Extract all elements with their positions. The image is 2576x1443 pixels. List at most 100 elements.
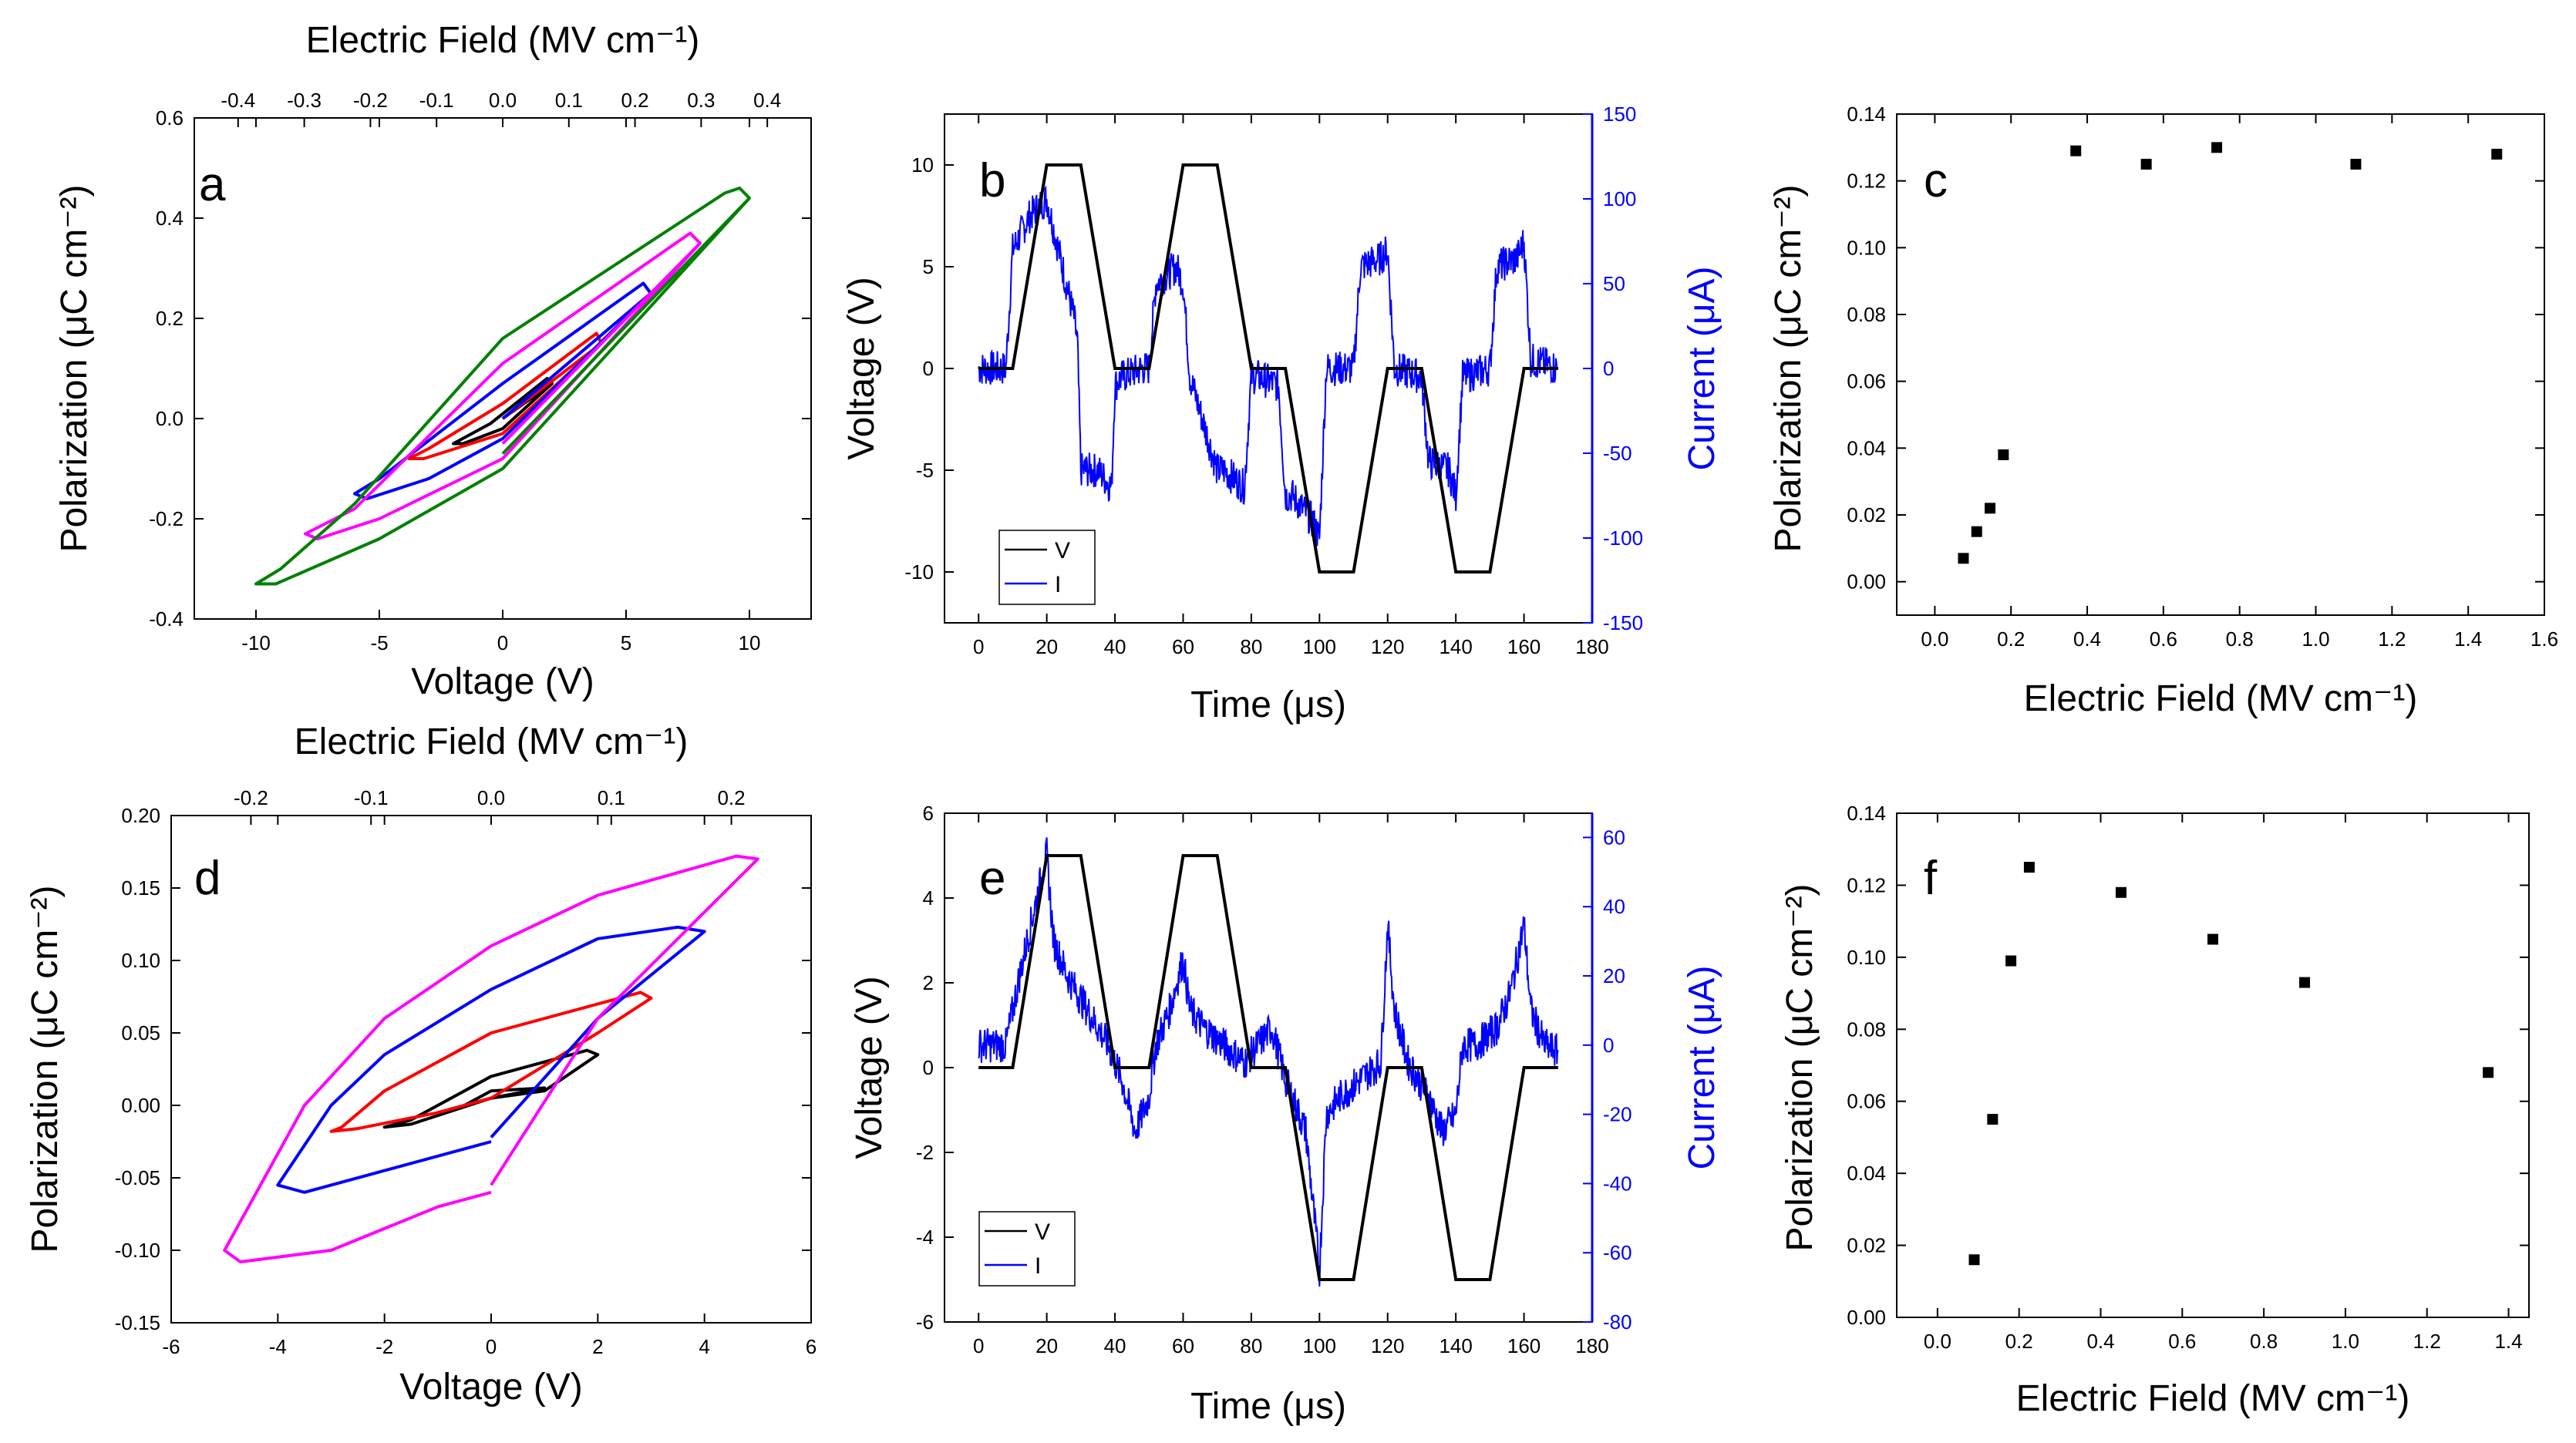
panel-c-frame bbox=[1896, 113, 2545, 616]
panel-c-point bbox=[1998, 449, 2009, 460]
panel-f-xtick-label: 1.0 bbox=[2332, 1330, 2359, 1353]
panel-c-xtick-label: 0.2 bbox=[1997, 627, 2025, 651]
panel-d-top-label: Electric Field (MV cm⁻¹) bbox=[295, 722, 689, 762]
panel-b-y2tick-label: -50 bbox=[1603, 442, 1632, 465]
panel-e-label: e bbox=[979, 852, 1005, 905]
panel-b-y2tick-label: 150 bbox=[1603, 103, 1636, 126]
panel-f-point bbox=[2483, 1067, 2494, 1078]
panel-f-xtick-label: 0.8 bbox=[2250, 1330, 2278, 1353]
panel-b-xtick-label: 180 bbox=[1575, 635, 1608, 658]
panel-c-point bbox=[2070, 145, 2082, 156]
panel-b-ylabel: Voltage (V) bbox=[841, 277, 882, 459]
panel-a-toptick-label: -0.1 bbox=[419, 89, 454, 112]
panel-a-xtick-label: 5 bbox=[621, 631, 631, 654]
panel-c-ytick-label: 0.06 bbox=[1847, 370, 1886, 393]
panel-f-marks bbox=[1968, 862, 2494, 1266]
panel-c-ytick-label: 0.04 bbox=[1847, 436, 1886, 459]
panel-d-xtick-label: 2 bbox=[592, 1335, 603, 1358]
panel-c-ylabel: Polarization (μC cm⁻²) bbox=[1768, 184, 1809, 552]
panel-e-xlabel: Time (μs) bbox=[1190, 1386, 1346, 1427]
panel-c-point bbox=[2350, 159, 2362, 170]
panel-e-legend-label-v: V bbox=[1035, 1219, 1050, 1245]
panel-a-xtick-label: 10 bbox=[739, 631, 761, 654]
panel-a-toptick-label: 0.3 bbox=[687, 89, 715, 112]
panel-a-ytick-label: 0.0 bbox=[156, 407, 184, 430]
panel-c-ytick-label: 0.08 bbox=[1847, 303, 1886, 326]
panel-a-loop-6v bbox=[353, 281, 652, 500]
panel-d: d Voltage (V) Electric Field (MV cm⁻¹) P… bbox=[25, 722, 817, 1408]
panel-e-y2tick-label: 60 bbox=[1603, 826, 1625, 849]
panel-b-y2label: Current (μA) bbox=[1682, 266, 1722, 470]
panel-e-ytick-label: -6 bbox=[916, 1310, 934, 1334]
panel-b-series-v bbox=[978, 163, 1558, 574]
panel-f-frame bbox=[1896, 812, 2530, 1318]
panel-c-point bbox=[1985, 503, 1996, 514]
panel-f-ytick-label: 0.10 bbox=[1847, 946, 1886, 969]
panel-b-xtick-label: 60 bbox=[1172, 635, 1194, 658]
panel-a-toptick-label: -0.4 bbox=[221, 89, 255, 112]
panel-b-xlabel: Time (μs) bbox=[1190, 684, 1346, 725]
panel-a-ytick-label: -0.4 bbox=[149, 607, 184, 631]
panel-e-ylabel: Voltage (V) bbox=[849, 976, 890, 1159]
panel-a-ytick-label: 0.6 bbox=[156, 106, 184, 130]
panel-a: a Voltage (V) Electric Field (MV cm⁻¹) P… bbox=[54, 20, 812, 702]
panel-c-plot: 0.0 0.2 0.4 0.6 0.8 1.0 1.2 1.4 1.6 0.00 0.02 0.04 0… bbox=[1847, 103, 2558, 651]
panel-f-xtick-label: 0.6 bbox=[2168, 1330, 2196, 1353]
panel-d-toptick-label: 0.0 bbox=[477, 786, 505, 809]
panel-f-xtick-label: 0.0 bbox=[1924, 1330, 1951, 1353]
panel-c-xtick-label: 1.6 bbox=[2531, 627, 2558, 651]
panel-d-ytick-label: 0.10 bbox=[121, 949, 160, 972]
panel-b: b Time (μs) Voltage (V) Current (μA) 0 20… bbox=[841, 103, 1722, 725]
panel-e-y2label: Current (μA) bbox=[1682, 965, 1722, 1169]
panel-f-xtick-label: 1.2 bbox=[2413, 1330, 2441, 1353]
panel-a-xtick-label: 0 bbox=[497, 631, 508, 654]
panel-a-top-label: Electric Field (MV cm⁻¹) bbox=[306, 20, 700, 61]
panel-c-label: c bbox=[1924, 154, 1948, 207]
panel-d-ytick-label: 0.15 bbox=[121, 876, 160, 900]
panel-f-point bbox=[2299, 977, 2311, 988]
panel-d-loop-4v bbox=[276, 925, 706, 1194]
panel-f-label: f bbox=[1924, 852, 1938, 905]
panel-f-plot: 0.0 0.2 0.4 0.6 0.8 1.0 1.2 1.4 0.00 0.02 0.04 0.06… bbox=[1847, 802, 2529, 1353]
panel-e-xtick-label: 100 bbox=[1303, 1334, 1336, 1357]
panel-b-legend-label-i: I bbox=[1055, 572, 1061, 597]
panel-e-series-i bbox=[978, 837, 1559, 1287]
panel-b-legend-box bbox=[998, 530, 1096, 605]
panel-b-y2tick-label: 100 bbox=[1603, 187, 1636, 210]
panel-a-marks bbox=[254, 187, 751, 586]
panel-d-xtick-label: 4 bbox=[699, 1335, 709, 1358]
panel-b-xtick-label: 20 bbox=[1035, 635, 1058, 658]
panel-b-ytick-label: 10 bbox=[911, 153, 934, 177]
panel-f-ytick-label: 0.02 bbox=[1847, 1234, 1886, 1257]
panel-b-legend-label-v: V bbox=[1055, 538, 1070, 563]
panel-b-ytick-label: -5 bbox=[916, 459, 934, 482]
panel-a-loop-8v bbox=[304, 231, 702, 540]
panel-a-toptick-label: 0.0 bbox=[489, 89, 517, 112]
panel-b-y2tick-label: 0 bbox=[1603, 357, 1614, 380]
panel-f-xtick-label: 0.2 bbox=[2005, 1330, 2033, 1353]
panel-f-ytick-label: 0.08 bbox=[1847, 1018, 1886, 1041]
panel-f: f Electric Field (MV cm⁻¹) Polarization … bbox=[1780, 802, 2530, 1419]
panel-c-xtick-label: 1.0 bbox=[2302, 627, 2329, 651]
panel-f-point bbox=[2023, 862, 2035, 873]
panel-f-point bbox=[2005, 955, 2017, 967]
panel-d-xtick-label: -2 bbox=[375, 1335, 393, 1358]
panel-e-plot: 0 20 40 60 80 100 120 140 160 180-6-4-20246-80-60… bbox=[916, 802, 1632, 1357]
panel-d-ytick-label: -0.10 bbox=[115, 1239, 160, 1262]
panel-c-point bbox=[2140, 159, 2152, 170]
panel-d-loop-3v bbox=[329, 991, 653, 1133]
panel-f-point bbox=[2115, 886, 2126, 898]
panel-c-xtick-label: 0.6 bbox=[2150, 627, 2177, 651]
panel-a-toptick-label: -0.3 bbox=[287, 89, 322, 112]
panel-d-ytick-label: 0.05 bbox=[121, 1021, 160, 1044]
panel-b-xtick-label: 160 bbox=[1507, 635, 1541, 658]
panel-b-ytick-label: -10 bbox=[904, 560, 934, 584]
panel-b-xtick-label: 40 bbox=[1104, 635, 1126, 658]
panel-e-ytick-label: 4 bbox=[923, 886, 934, 910]
panel-b-ytick-label: 0 bbox=[923, 357, 934, 380]
panel-e-legend: V I bbox=[978, 1211, 1076, 1287]
panel-d-ytick-label: -0.05 bbox=[115, 1166, 160, 1189]
panel-c-xtick-label: 0.4 bbox=[2073, 627, 2101, 651]
panel-e-xtick-label: 120 bbox=[1371, 1334, 1404, 1357]
panel-c-xtick-label: 1.2 bbox=[2378, 627, 2406, 651]
